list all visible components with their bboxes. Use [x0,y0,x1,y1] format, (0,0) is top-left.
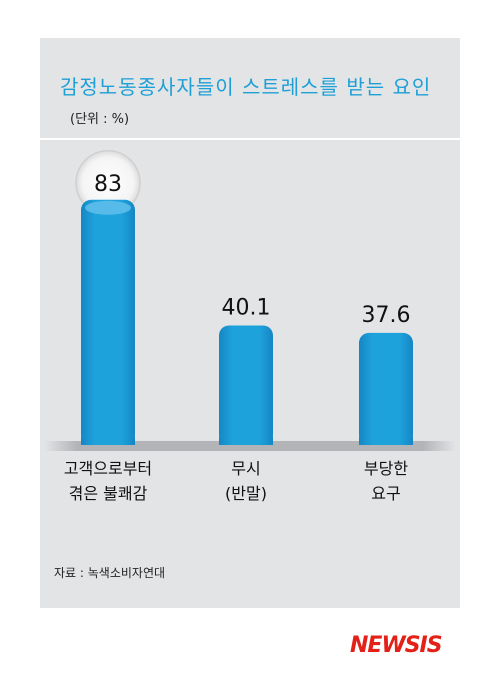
logo-text: NEWSIS [350,633,442,658]
chart-baseline [44,441,456,451]
value-label-0: 83 [94,172,122,197]
newsis-logo: NEWSIS [350,633,443,658]
category-label-0-0: 고객으로부터 [64,459,152,478]
bar-2 [359,332,413,445]
bar-base-0 [81,437,135,445]
bar-base-1 [219,437,273,445]
title-divider [40,138,460,140]
category-label-0-1: 겪은 불쾌감 [69,484,148,503]
chart-title: 감정노동종사자들이 스트레스를 받는 요인 [60,75,432,99]
value-label-1: 40.1 [222,296,271,321]
category-label-2-0: 부당한 [364,459,408,478]
bar-0 [81,199,135,445]
unit-label: (단위 : %) [70,112,130,127]
value-label-2: 37.6 [362,303,411,328]
category-label-1-0: 무시 [231,459,260,478]
bar-cap-0 [85,200,131,215]
bar-base-2 [359,437,413,445]
category-label-2-1: 요구 [371,484,400,503]
category-label-1-1: (반말) [225,484,267,503]
bar-1 [219,325,273,445]
source-note: 자료 : 녹색소비자연대 [54,566,166,580]
